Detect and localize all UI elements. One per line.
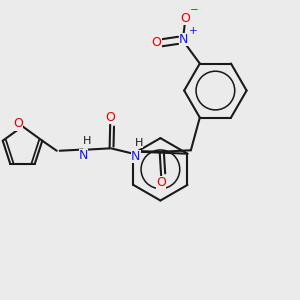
Text: O: O — [152, 36, 162, 49]
Text: +: + — [189, 26, 197, 36]
Text: O: O — [156, 176, 166, 190]
Text: O: O — [180, 12, 190, 25]
Text: O: O — [13, 118, 23, 130]
Text: H: H — [135, 138, 143, 148]
Text: N: N — [131, 150, 141, 163]
Text: N: N — [79, 149, 88, 162]
Text: O: O — [105, 111, 115, 124]
Text: −: − — [190, 5, 199, 15]
Text: H: H — [83, 136, 92, 146]
Text: N: N — [179, 33, 188, 46]
